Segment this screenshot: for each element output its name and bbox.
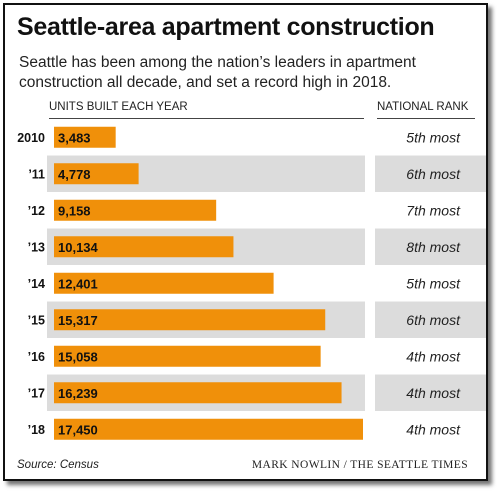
year-label: ’13 <box>28 240 45 254</box>
national-rank-label: 5th most <box>406 129 461 145</box>
bar <box>54 236 234 258</box>
year-label: ’15 <box>28 313 45 327</box>
bar-value-label: 16,239 <box>58 386 98 401</box>
bar <box>54 418 363 440</box>
bar-value-label: 15,317 <box>58 313 98 328</box>
units-header-rule <box>49 118 364 119</box>
year-label: ’11 <box>28 167 45 181</box>
national-rank-label: 4th most <box>406 385 461 401</box>
chart-title: Seattle-area apartment construction <box>17 13 435 41</box>
rank-column-header: NATIONAL RANK <box>377 101 469 113</box>
bar <box>54 126 116 148</box>
national-rank-label: 8th most <box>406 239 461 255</box>
national-rank-label: 4th most <box>406 348 461 364</box>
bar-value-label: 3,483 <box>58 130 91 145</box>
national-rank-label: 6th most <box>406 312 461 328</box>
chart-frame: Seattle-area apartment construction Seat… <box>3 3 488 481</box>
bar-value-label: 17,450 <box>58 422 98 437</box>
year-label: ’17 <box>28 386 45 400</box>
bar-value-label: 10,134 <box>58 240 99 255</box>
national-rank-label: 7th most <box>406 202 461 218</box>
row-stripe-rank-area <box>375 155 486 192</box>
bar-chart: 2010 3,483 5th most ’11 4,778 6th most ’12 9,15… <box>17 126 486 440</box>
bar <box>54 199 217 221</box>
credit-line: MARK NOWLIN / THE SEATTLE TIMES <box>251 459 468 471</box>
year-label: ’16 <box>28 350 45 364</box>
bar <box>54 345 321 367</box>
bar-value-label: 4,778 <box>58 167 91 182</box>
row-stripe-rank-area <box>375 301 486 338</box>
national-rank-label: 6th most <box>406 166 461 182</box>
year-label: ’12 <box>28 204 45 218</box>
bar <box>54 163 139 185</box>
national-rank-label: 4th most <box>406 421 461 437</box>
source-note: Source: Census <box>17 459 99 471</box>
units-column-header: UNITS BUILT EACH YEAR <box>49 101 188 113</box>
bar <box>54 309 326 331</box>
year-label: ’14 <box>28 277 45 291</box>
row-stripe-rank-area <box>375 228 486 265</box>
bar-value-label: 15,058 <box>58 349 98 364</box>
chart-subtitle: Seattle has been among the nation’s lead… <box>19 54 416 91</box>
row-stripe-rank-area <box>375 374 486 411</box>
year-label: ’18 <box>28 423 45 437</box>
bar <box>54 272 274 294</box>
bar <box>54 382 342 404</box>
rank-header-rule <box>377 118 475 119</box>
bar-value-label: 9,158 <box>58 203 91 218</box>
bar-value-label: 12,401 <box>58 276 98 291</box>
year-label: 2010 <box>17 131 45 145</box>
national-rank-label: 5th most <box>406 275 461 291</box>
